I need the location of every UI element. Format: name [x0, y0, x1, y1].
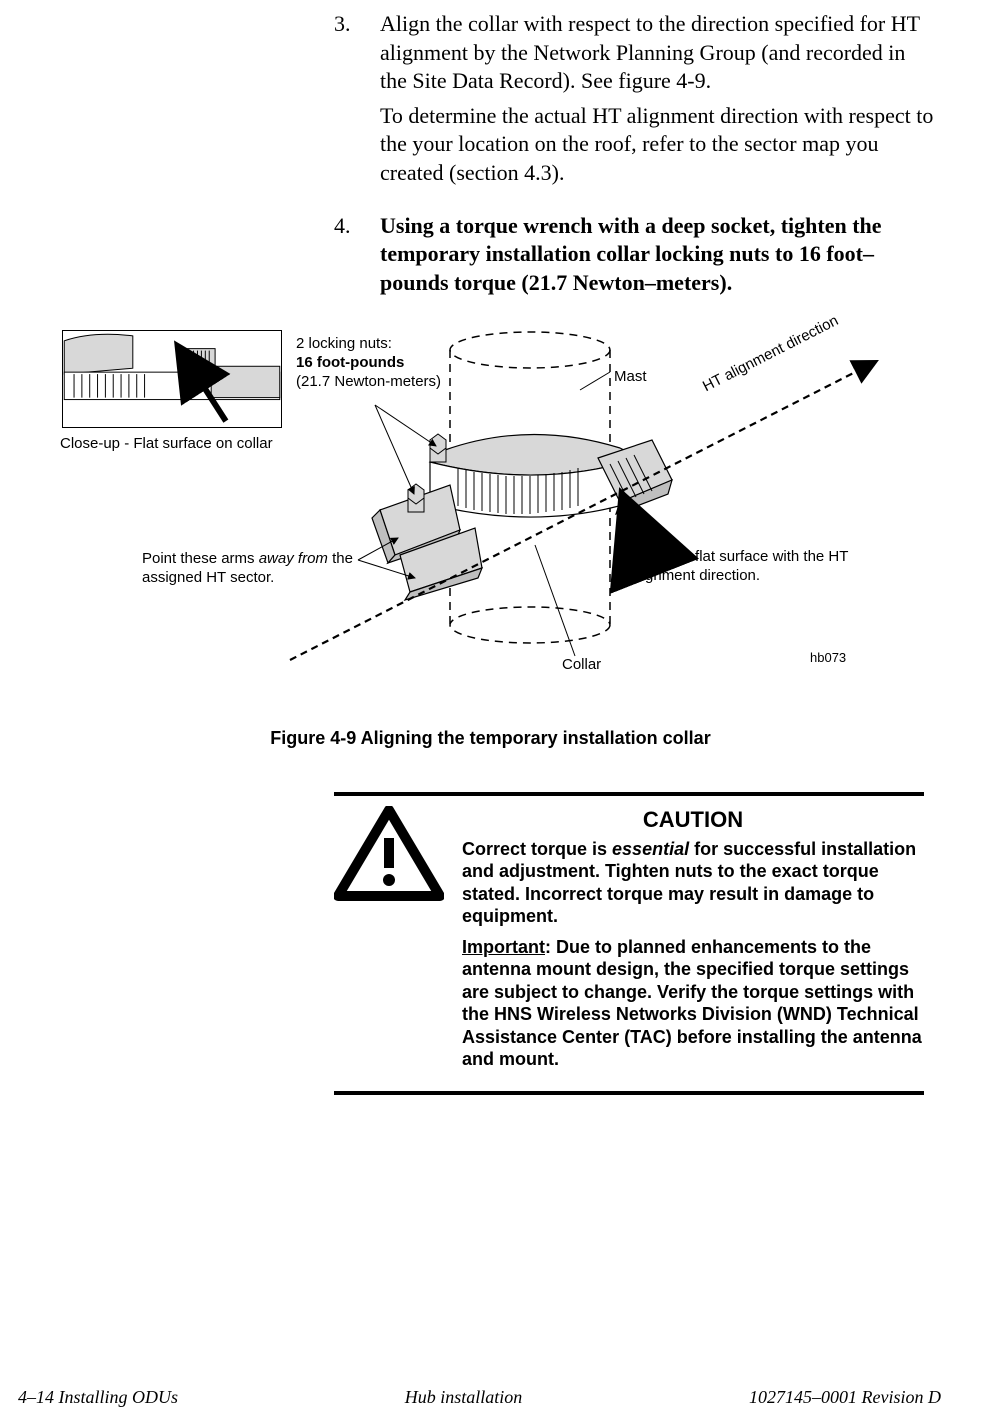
caution-title: CAUTION	[462, 806, 924, 834]
caution-important: Important	[462, 937, 545, 957]
footer-left: 4–14 Installing ODUs	[18, 1387, 178, 1408]
collar-mast-illustration-icon	[280, 330, 920, 690]
step-number: 3.	[334, 10, 380, 194]
step-number: 4.	[334, 212, 380, 304]
step-paragraph: Using a torque wrench with a deep socket…	[380, 212, 934, 298]
footer-center: Hub installation	[405, 1387, 523, 1408]
closeup-thumbnail	[62, 330, 282, 428]
arms-pre: Point these arms	[142, 550, 259, 567]
caution-triangle-icon	[334, 806, 444, 902]
caution-paragraph: Correct torque is essential for successf…	[462, 838, 924, 928]
step-body: Align the collar with respect to the dir…	[380, 10, 934, 194]
step-3: 3. Align the collar with respect to the …	[334, 10, 934, 194]
step-body: Using a torque wrench with a deep socket…	[380, 212, 934, 304]
caution-text: CAUTION Correct torque is essential for …	[462, 806, 924, 1079]
closeup-illustration-icon	[63, 331, 281, 427]
caution-paragraph: Important: Due to planned enhancements t…	[462, 936, 924, 1071]
footer-right: 1027145–0001 Revision D	[749, 1387, 941, 1408]
page-footer: 4–14 Installing ODUs Hub installation 10…	[0, 1387, 981, 1408]
caution-block: CAUTION Correct torque is essential for …	[334, 792, 924, 1095]
horizontal-rule	[334, 1091, 924, 1095]
caution-essential: essential	[612, 839, 689, 859]
horizontal-rule	[334, 792, 924, 796]
page: 3. Align the collar with respect to the …	[0, 0, 981, 1428]
steps-block: 3. Align the collar with respect to the …	[334, 10, 934, 321]
step-4: 4. Using a torque wrench with a deep soc…	[334, 212, 934, 304]
caution-p1-pre: Correct torque is	[462, 839, 612, 859]
caution-body: CAUTION Correct torque is essential for …	[334, 806, 924, 1079]
step-paragraph: To determine the actual HT alignment dir…	[380, 102, 934, 188]
step-paragraph: Align the collar with respect to the dir…	[380, 10, 934, 96]
figure-caption: Figure 4-9 Aligning the temporary instal…	[0, 728, 981, 749]
closeup-caption: Close-up - Flat surface on collar	[60, 435, 300, 452]
figure-region: Close-up - Flat surface on collar 2 lock…	[0, 330, 981, 730]
